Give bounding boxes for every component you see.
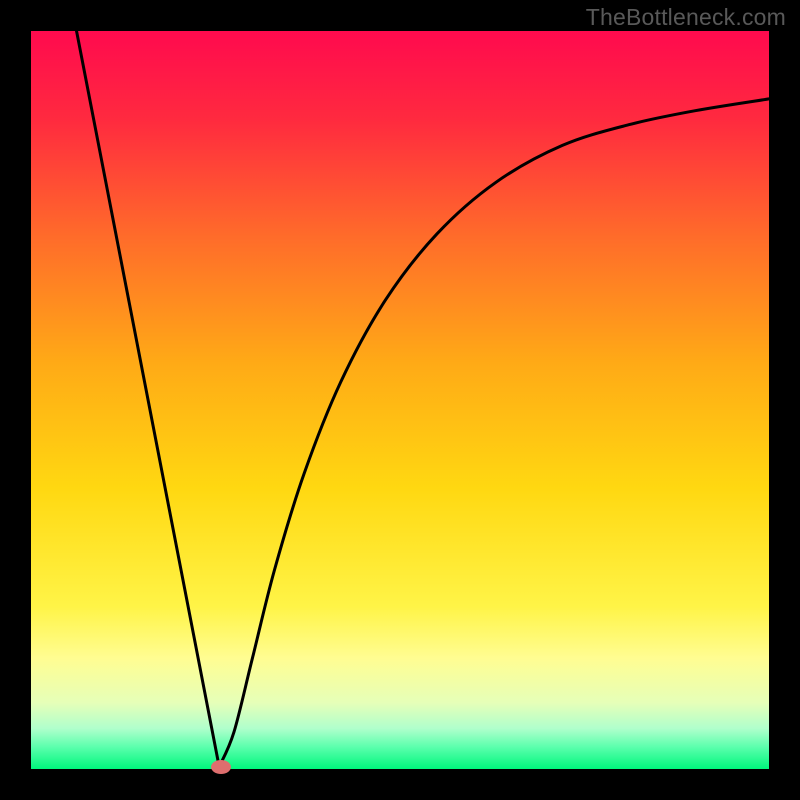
- plot-area: [31, 31, 769, 769]
- watermark-text: TheBottleneck.com: [586, 4, 786, 31]
- chart-container: TheBottleneck.com: [0, 0, 800, 800]
- minimum-point-marker: [211, 760, 231, 774]
